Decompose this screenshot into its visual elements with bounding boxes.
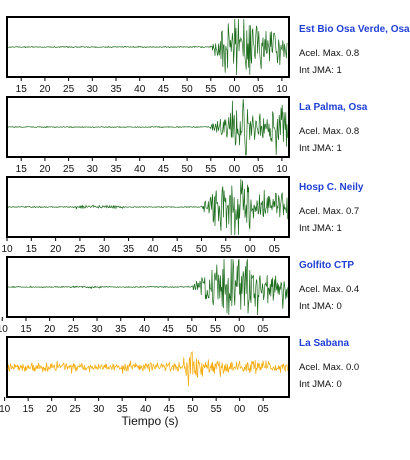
waveform-trace-2 (7, 178, 288, 236)
x-tick-label: 10 (1, 244, 13, 255)
waveform-trace-1 (7, 98, 288, 156)
x-tick-label: 35 (110, 84, 122, 95)
max-acceleration-label: Acel. Max. 0.8 (299, 48, 360, 59)
x-tick-label: 15 (16, 164, 28, 175)
max-acceleration-label: Acel. Max. 0.8 (299, 126, 360, 137)
max-acceleration-label: Acel. Max. 0.7 (299, 206, 360, 217)
x-tick-label: 55 (211, 404, 223, 415)
x-tick-label: 30 (93, 404, 105, 415)
x-tick-label: 30 (87, 164, 99, 175)
jma-intensity-label: Int JMA: 1 (299, 143, 342, 154)
x-tick-label: 55 (210, 324, 222, 335)
x-tick-label: 05 (253, 164, 265, 175)
x-tick-label: 10 (276, 84, 288, 95)
waveform-trace-0 (7, 18, 288, 76)
x-tick-label: 50 (182, 84, 194, 95)
x-tick-label: 25 (74, 244, 86, 255)
jma-intensity-label: Int JMA: 0 (299, 379, 342, 390)
x-tick-label: 15 (20, 324, 32, 335)
x-tick-label: 20 (39, 164, 51, 175)
waveform-trace-4 (7, 351, 288, 387)
x-tick-label: 35 (123, 244, 135, 255)
station-name: Hosp C. Neily (299, 182, 364, 193)
x-axis-label: Tiempo (s) (121, 414, 179, 428)
x-tick-label: 05 (257, 324, 269, 335)
jma-intensity-label: Int JMA: 1 (299, 223, 342, 234)
x-tick-label: 35 (117, 404, 129, 415)
x-tick-label: 15 (23, 404, 35, 415)
x-tick-label: 30 (91, 324, 103, 335)
x-tick-label: 05 (269, 244, 281, 255)
station-name: La Sabana (299, 338, 350, 349)
x-tick-label: 40 (140, 404, 152, 415)
x-tick-label: 30 (99, 244, 111, 255)
x-tick-label: 40 (134, 164, 146, 175)
x-tick-label: 00 (229, 84, 241, 95)
x-tick-label: 10 (0, 404, 11, 415)
x-tick-label: 40 (147, 244, 159, 255)
x-tick-label: 50 (186, 324, 198, 335)
x-tick-label: 40 (134, 84, 146, 95)
station-name: Golfito CTP (299, 260, 354, 271)
jma-intensity-label: Int JMA: 0 (299, 301, 342, 312)
x-tick-label: 50 (187, 404, 199, 415)
x-tick-label: 10 (0, 324, 8, 335)
x-tick-label: 20 (44, 324, 56, 335)
x-tick-label: 40 (139, 324, 151, 335)
max-acceleration-label: Acel. Max. 0.4 (299, 284, 360, 295)
x-tick-label: 45 (158, 84, 170, 95)
x-tick-label: 20 (46, 404, 58, 415)
x-tick-label: 45 (158, 164, 170, 175)
x-tick-label: 05 (253, 84, 265, 95)
x-tick-label: 35 (115, 324, 127, 335)
station-name: La Palma, Osa (299, 102, 368, 113)
x-tick-label: 50 (182, 164, 194, 175)
x-tick-label: 55 (205, 164, 217, 175)
x-tick-label: 05 (258, 404, 270, 415)
x-tick-label: 15 (16, 84, 28, 95)
x-tick-label: 25 (63, 84, 75, 95)
x-tick-label: 00 (229, 164, 241, 175)
max-acceleration-label: Acel. Max. 0.0 (299, 362, 360, 373)
x-tick-label: 25 (63, 164, 75, 175)
x-tick-label: 20 (50, 244, 62, 255)
waveform-trace-3 (7, 258, 288, 316)
x-tick-label: 45 (163, 324, 175, 335)
x-tick-label: 50 (196, 244, 208, 255)
station-name: Est Bio Osa Verde, Osa (299, 24, 410, 35)
x-tick-label: 00 (234, 404, 246, 415)
x-tick-label: 20 (39, 84, 51, 95)
x-tick-label: 55 (205, 84, 217, 95)
x-tick-label: 30 (87, 84, 99, 95)
x-tick-label: 55 (220, 244, 232, 255)
x-tick-label: 45 (172, 244, 184, 255)
x-tick-label: 15 (26, 244, 38, 255)
x-tick-label: 25 (70, 404, 82, 415)
x-tick-label: 35 (110, 164, 122, 175)
jma-intensity-label: Int JMA: 1 (299, 65, 342, 76)
x-tick-label: 00 (245, 244, 257, 255)
x-tick-label: 10 (276, 164, 288, 175)
x-tick-label: 45 (164, 404, 176, 415)
x-tick-label: 00 (234, 324, 246, 335)
x-tick-label: 25 (68, 324, 80, 335)
